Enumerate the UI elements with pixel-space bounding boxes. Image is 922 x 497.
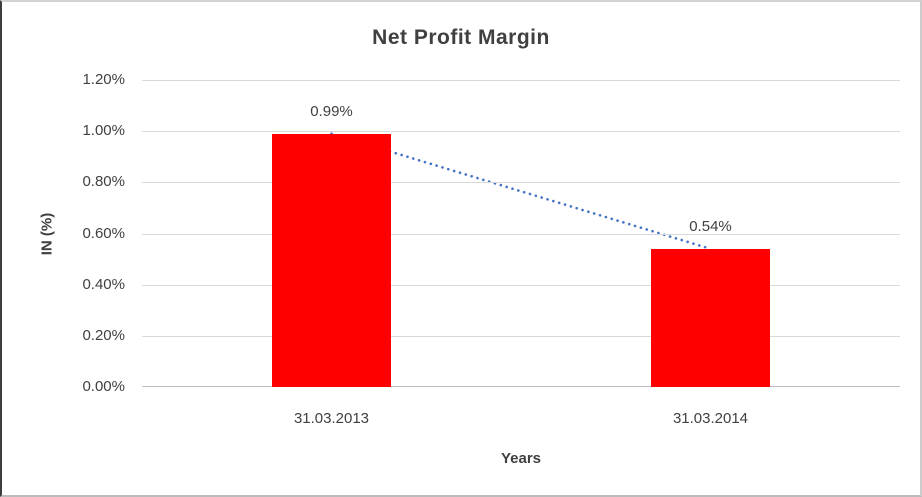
x-axis-tick-label: 31.03.2014 [672,410,749,427]
gridline [142,80,900,81]
y-axis-tick-label: 0.20% [82,326,125,344]
y-axis-tick-label: 0.60% [82,224,125,242]
y-axis-tick-label: 0.80% [82,173,125,191]
gridline [142,131,900,132]
gridline [142,182,900,183]
x-axis-tick-label: 31.03.2013 [293,410,370,427]
y-axis-tick-label: 0.40% [82,275,125,293]
gridline [142,336,900,337]
y-axis-tick-label: 0.00% [82,378,125,395]
gridline [142,285,900,286]
plot-area [142,80,900,387]
y-axis-tick-label: 1.00% [82,122,125,140]
bar [651,248,770,387]
chart-title: Net Profit Margin [372,26,550,49]
bar-value-label: 0.99% [310,102,353,120]
gridline [142,234,900,235]
bar-value-label: 0.54% [689,217,732,235]
bar [272,133,391,387]
x-axis-title: Years [500,450,542,467]
y-axis-tick-label: 1.20% [82,71,125,88]
